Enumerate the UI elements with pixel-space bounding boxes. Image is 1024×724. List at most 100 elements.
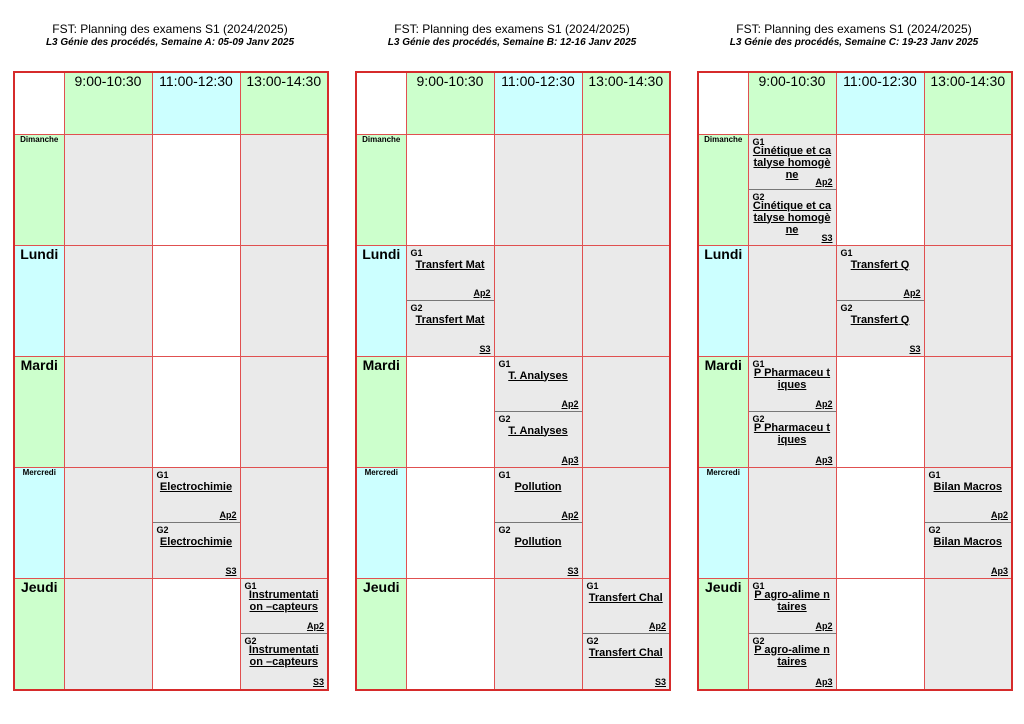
exam-subject: Transfert Q: [850, 258, 910, 271]
exam-entry: G1 Bilan Macros Ap2: [924, 468, 1011, 523]
timeslot-header: 13:00-14:30: [239, 71, 329, 135]
day-row: Dimanche: [355, 133, 671, 246]
exam-subject: P agro-alime ntaires: [754, 643, 830, 668]
exam-entry: G1 Electrochimie Ap2: [152, 468, 240, 523]
exam-subject: Pollution: [514, 535, 562, 548]
exam-room: Ap2: [903, 287, 921, 298]
group-label: G2: [928, 524, 941, 535]
group-label: G2: [244, 635, 257, 646]
exam-subject: Bilan Macros: [933, 535, 1002, 548]
exam-subject: P Pharmaceu tiques: [753, 366, 831, 391]
day-row: Lundi: [13, 244, 329, 357]
day-row: Lundi G1 Transfert Q Ap2 G2 Transfert Q S3: [697, 244, 1013, 357]
day-row: Mercredi G1 Bilan Macros Ap2 G2 Bilan Macros A…: [697, 466, 1013, 579]
day-row: Mardi: [13, 355, 329, 468]
group-label: G2: [498, 524, 511, 535]
schedule-cell: [405, 133, 495, 246]
day-row: Mercredi G1 Electrochimie Ap2 G2 Electrochimi…: [13, 466, 329, 579]
exam-room: Ap3: [815, 454, 833, 465]
timeslot-header: 9:00-10:30: [63, 71, 153, 135]
timeslot-header: 11:00-12:30: [835, 71, 925, 135]
exam-cell: G1 Instrumentati on –capteurs Ap2 G2 Instrum…: [239, 577, 329, 690]
group-label: G1: [410, 247, 423, 258]
exam-room: Ap2: [815, 620, 833, 631]
day-label: Mercredi: [697, 466, 749, 579]
exam-entry: G2 Electrochimie S3: [153, 523, 240, 578]
schedule-cell: [923, 244, 1013, 357]
schedule-cell: [835, 355, 925, 468]
schedule-cell: [747, 466, 837, 579]
exam-entry: G2 Transfert Q S3: [837, 301, 924, 356]
day-label: Jeudi: [697, 577, 749, 690]
group-label: G2: [410, 302, 423, 313]
exam-entry: G1 Pollution Ap2: [494, 468, 582, 523]
day-label: Mardi: [13, 355, 65, 468]
day-label: Lundi: [355, 244, 407, 357]
exam-room: S3: [567, 565, 579, 576]
schedule-cell: [239, 355, 329, 468]
schedule-cell: [835, 133, 925, 246]
exam-cell: G1 Pollution Ap2 G2 Pollution S3: [493, 466, 583, 579]
schedule-cell: [239, 133, 329, 246]
day-row: Jeudi G1 Transfert Chal Ap2 G2 Transfert Chal…: [355, 577, 671, 690]
exam-cell: G1 P Pharmaceu tiques Ap2 G2 P Pharmaceu tiq…: [747, 355, 837, 468]
exam-subject: P agro-alime ntaires: [754, 588, 830, 613]
exam-room: S3: [312, 676, 324, 687]
exam-entry: G2 T. Analyses Ap3: [495, 412, 582, 467]
exam-entry: G1 Transfert Chal Ap2: [582, 579, 669, 634]
exam-subject: Instrumentati on –capteurs: [248, 643, 319, 668]
exam-subject: Transfert Chal: [588, 646, 663, 659]
day-label: Jeudi: [355, 577, 407, 690]
exam-room: Ap2: [815, 398, 833, 409]
exam-entry: G1 T. Analyses Ap2: [494, 357, 582, 412]
schedule-cell: [747, 244, 837, 357]
exam-entry: G2 P Pharmaceu tiques Ap3: [749, 412, 836, 467]
schedule-title: FST: Planning des examens S1 (2024/2025): [736, 22, 972, 36]
exam-cell: G1 Electrochimie Ap2 G2 Electrochimie S3: [151, 466, 241, 579]
exam-entry: G2 Instrumentati on –capteurs S3: [241, 634, 328, 689]
exam-room: Ap2: [561, 398, 579, 409]
exam-room: Ap3: [815, 676, 833, 687]
exam-cell: G1 Transfert Chal Ap2 G2 Transfert Chal S3: [581, 577, 671, 690]
schedule-cell: [405, 355, 495, 468]
day-label: Lundi: [697, 244, 749, 357]
group-label: G1: [840, 247, 853, 258]
exam-entry: G2 Pollution S3: [495, 523, 582, 578]
schedule-cell: [239, 466, 329, 579]
timeslot-header: 9:00-10:30: [405, 71, 495, 135]
exam-room: S3: [654, 676, 666, 687]
group-label: G1: [928, 469, 941, 480]
exam-subject: Transfert Mat: [415, 313, 485, 326]
exam-room: Ap2: [219, 509, 237, 520]
exam-subject: P Pharmaceu tiques: [753, 421, 831, 446]
schedule-cell: [493, 244, 583, 357]
exam-entry: G2 Bilan Macros Ap3: [925, 523, 1012, 578]
schedule-cell: [151, 355, 241, 468]
schedule-cell: [63, 355, 153, 468]
exam-entry: G1 Transfert Mat Ap2: [406, 246, 494, 301]
schedule-cell: [835, 577, 925, 690]
exam-subject: Bilan Macros: [933, 480, 1002, 493]
day-row: Dimanche G1 Cinétique et catalyse homogène…: [697, 133, 1013, 246]
timetable-grid: 9:00-10:30 11:00-12:30 13:00-14:30 Dimanche…: [697, 71, 1013, 691]
schedule-cell: [239, 244, 329, 357]
timeslot-header: 13:00-14:30: [581, 71, 671, 135]
group-label: G1: [244, 580, 257, 591]
schedule-cell: [493, 577, 583, 690]
exam-room: Ap2: [815, 176, 833, 187]
exam-entry: G2 Transfert Chal S3: [583, 634, 670, 689]
day-row: Dimanche: [13, 133, 329, 246]
exam-entry: G2 Cinétique et catalyse homogène S3: [749, 190, 836, 245]
group-label: G2: [752, 635, 765, 646]
group-label: G1: [156, 469, 169, 480]
schedule-title: FST: Planning des examens S1 (2024/2025): [394, 22, 630, 36]
day-row: Mardi G1 P Pharmaceu tiques Ap2 G2 P Pharmace…: [697, 355, 1013, 468]
exam-subject: Cinétique et catalyse homogène: [752, 199, 832, 236]
exam-room: S3: [225, 565, 237, 576]
exam-subject: Transfert Q: [850, 313, 910, 326]
exam-subject: Pollution: [514, 480, 562, 493]
exam-room: Ap2: [473, 287, 491, 298]
group-label: G1: [586, 580, 599, 591]
schedule-cell: [923, 355, 1013, 468]
corner-cell: [13, 71, 65, 135]
